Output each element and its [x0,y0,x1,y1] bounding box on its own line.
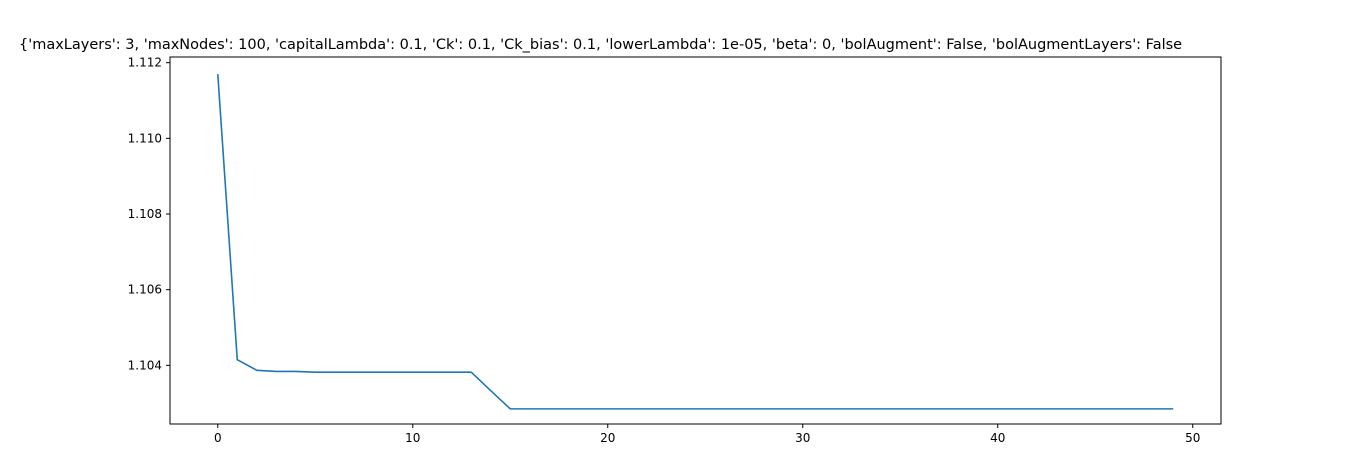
x-tick-label: 0 [214,431,222,445]
plot-frame [169,56,1222,425]
x-tick-label: 30 [795,431,810,445]
plot-area: 0 10 20 30 40 50 1.104 1.106 1.108 1.110 1.112 [128,56,1222,445]
x-tick-label: 10 [405,431,420,445]
series-line [216,73,1174,410]
y-tick-label: 1.106 [128,283,162,297]
x-tick-label: 40 [990,431,1005,445]
x-tick-label: 20 [600,431,615,445]
chart-title: {'maxLayers': 3, 'maxNodes': 100, 'capit… [19,37,1182,53]
y-tick-label: 1.112 [128,56,162,70]
y-tick-label: 1.108 [128,207,162,221]
x-tick-label: 50 [1185,431,1200,445]
y-tick-label: 1.110 [128,131,162,145]
y-tick-label: 1.104 [128,358,162,372]
